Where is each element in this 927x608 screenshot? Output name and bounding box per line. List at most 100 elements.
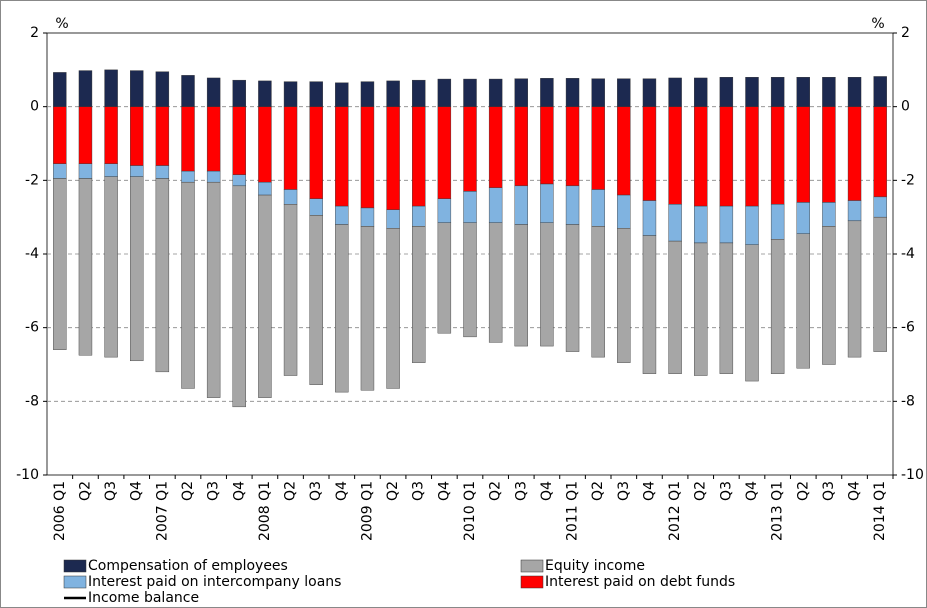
x-tick-label: Q3 <box>206 481 222 501</box>
bar-segment <box>617 194 631 229</box>
bar-segment <box>540 78 554 107</box>
bar-segment <box>412 205 426 227</box>
bar-segment <box>104 106 118 164</box>
bar-segment <box>335 205 349 225</box>
bar-segment <box>53 178 67 350</box>
legend-swatch <box>520 559 544 573</box>
bar-segment <box>770 239 785 374</box>
bar-segment <box>591 106 605 190</box>
bar-segment <box>847 220 862 358</box>
x-tick-label: Q4 <box>744 481 760 501</box>
y-tick-label: -4 <box>25 246 39 262</box>
bar-segment <box>412 79 426 107</box>
bar-segment <box>258 106 272 183</box>
bar-segment <box>822 106 836 203</box>
bar-segment <box>104 176 118 358</box>
x-tick-label: Q2 <box>488 481 504 501</box>
bar-segment <box>232 106 246 176</box>
bar-segment <box>822 226 836 365</box>
bar-segment <box>232 185 246 408</box>
y2-tick-label: 0 <box>901 99 910 115</box>
bar-segment <box>309 198 323 216</box>
bar-segment <box>437 78 452 107</box>
bar-segment <box>847 106 862 201</box>
y2-tick-label: -6 <box>901 320 915 336</box>
bar-segment <box>463 106 477 192</box>
bar-segment <box>873 76 887 107</box>
bar-segment <box>155 71 170 107</box>
bar-segment <box>206 170 221 183</box>
bar-segment <box>232 174 246 187</box>
bar-segment <box>488 106 503 188</box>
bar-segment <box>181 75 195 107</box>
bar-segment <box>540 106 554 185</box>
bar-segment <box>437 106 452 199</box>
y2-axis-unit: % <box>871 16 884 32</box>
x-tick-label: Q3 <box>308 481 324 501</box>
bar-segment <box>309 81 323 107</box>
bar-segment <box>745 76 759 107</box>
y-tick-label: 2 <box>30 25 39 41</box>
bar-segment <box>796 106 810 203</box>
bar-segment <box>53 106 67 164</box>
bar-segment <box>335 224 349 393</box>
bar-segment <box>412 226 426 363</box>
bar-segment <box>206 106 221 172</box>
bar-segment <box>78 178 93 356</box>
legend-swatch <box>63 559 87 573</box>
legend-swatch <box>63 575 87 589</box>
bar-segment <box>53 72 67 107</box>
bar-segment <box>130 106 144 166</box>
x-tick-label: Q4 <box>539 481 555 501</box>
bar-segment <box>770 204 785 240</box>
bar-segment <box>514 78 528 107</box>
y2-tick-label: 2 <box>901 25 910 41</box>
x-tick-label: Q4 <box>436 481 452 501</box>
bar-segment <box>565 78 580 107</box>
legend-label: Compensation of employees <box>88 558 288 574</box>
bar-segment <box>642 106 657 201</box>
x-tick-label: 2012 Q1 <box>667 481 683 541</box>
bar-segment <box>514 224 528 347</box>
bar-segment <box>873 106 887 198</box>
bar-segment <box>796 202 810 234</box>
bar-segment <box>565 106 580 187</box>
bar-segment <box>104 163 118 177</box>
y2-tick-label: -10 <box>901 467 924 483</box>
x-tick-label: Q4 <box>334 481 350 501</box>
bar-segment <box>565 185 580 225</box>
x-tick-label: Q3 <box>513 481 529 501</box>
y-tick-label: 0 <box>30 99 39 115</box>
x-tick-label: Q3 <box>616 481 632 501</box>
bar-segment <box>181 181 195 389</box>
y-tick-label: -8 <box>25 393 39 409</box>
bar-segment <box>770 76 785 107</box>
legend-label: Equity income <box>545 558 645 574</box>
bar-segment <box>770 106 785 205</box>
bar-segment <box>130 165 144 177</box>
bar-segment <box>386 228 400 389</box>
x-tick-label: Q3 <box>718 481 734 501</box>
x-tick-label: Q3 <box>103 481 119 501</box>
x-tick-label: Q4 <box>641 481 657 501</box>
x-tick-label: 2008 Q1 <box>257 481 273 541</box>
x-tick-label: 2010 Q1 <box>462 481 478 541</box>
bar-segment <box>822 202 836 227</box>
bar-segment <box>309 215 323 385</box>
x-tick-label: 2009 Q1 <box>359 481 375 541</box>
bar-segment <box>258 194 272 398</box>
bar-segment <box>565 224 580 352</box>
legend-label: Interest paid on debt funds <box>545 574 735 590</box>
bar-segment <box>745 244 759 382</box>
bar-segment <box>847 200 862 222</box>
x-tick-label: Q2 <box>795 481 811 501</box>
bar-segment <box>847 76 862 107</box>
bar-segment <box>360 226 375 391</box>
bar-segment <box>642 200 657 236</box>
bar-segment <box>873 216 887 352</box>
bar-segment <box>668 106 682 205</box>
x-tick-label: Q4 <box>231 481 247 501</box>
bar-segment <box>617 78 631 107</box>
bar-segment <box>463 222 477 338</box>
bar-segment <box>540 222 554 347</box>
